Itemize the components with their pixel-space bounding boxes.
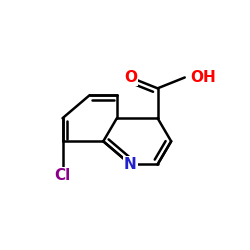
Text: OH: OH xyxy=(190,70,216,85)
Text: N: N xyxy=(124,157,137,172)
Text: O: O xyxy=(124,70,137,85)
Text: Cl: Cl xyxy=(54,168,71,183)
